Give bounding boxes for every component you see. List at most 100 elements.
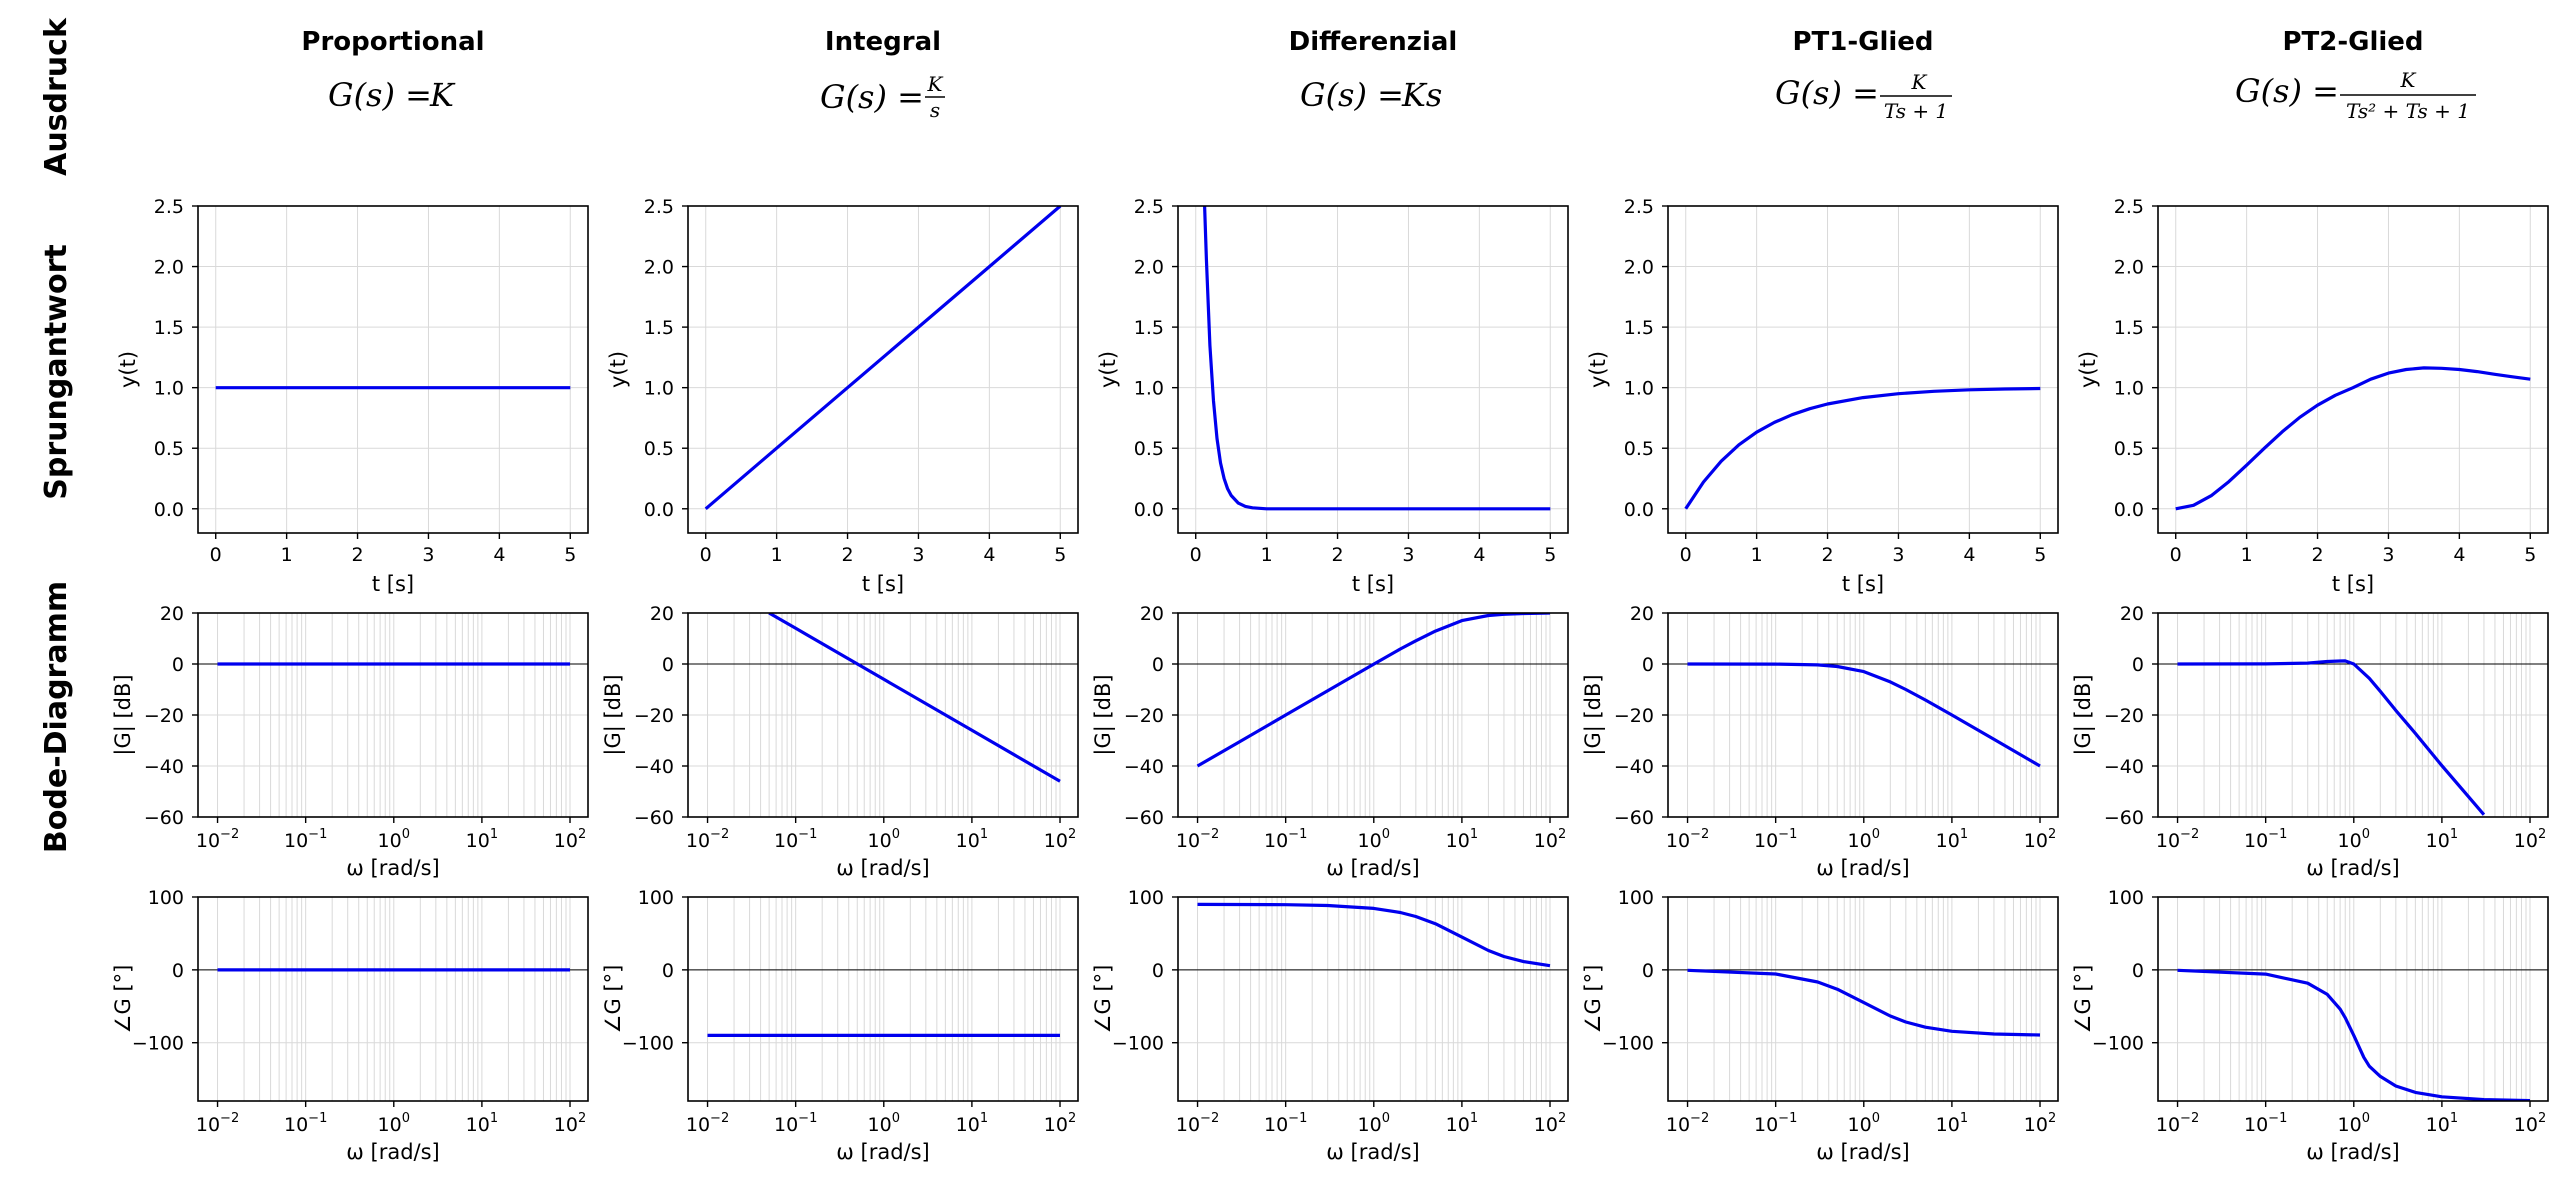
column-title-pt1: PT1-Glied: [1792, 27, 1933, 57]
x-tick-label: 10−1: [774, 1111, 817, 1136]
axes-frame: [1667, 896, 2059, 1102]
axes-frame: [1667, 205, 2059, 534]
y-tick-label: 100: [638, 887, 674, 909]
y-tick-label: 2.5: [1134, 196, 1164, 218]
row-labels: Ausdruck Sprungantwort Bode-Diagramm: [39, 17, 74, 853]
x-tick-label: 102: [1044, 1111, 1076, 1136]
y-tick-label: 0.5: [2114, 438, 2144, 460]
x-axis-label: t [s]: [1842, 572, 1884, 596]
y-tick-label: −20: [634, 705, 674, 727]
x-tick-label: 10−1: [2244, 1111, 2287, 1136]
axes-frame: [2157, 205, 2549, 534]
x-tick-label: 4: [983, 544, 995, 566]
x-tick-label: 10−2: [2156, 1111, 2199, 1136]
series-line: [768, 613, 1061, 783]
column-title-differenzial: Differenzial: [1289, 27, 1458, 57]
panel-step-1: 0 1 2 3 4 5 0.0 0.5 1.0 1.5 2.0 2.5 t [s] y(t): [606, 196, 1079, 596]
panel-bode-mag-1: 10−2 10−1 100 101 102 −60 −40 −20 0 20 ω [rad/s] |G…: [601, 603, 1079, 880]
y-tick-label: 0.0: [1134, 499, 1164, 521]
y-axis-label: |G| [dB]: [601, 674, 626, 755]
y-tick-label: 100: [1128, 887, 1164, 909]
x-tick-label: 102: [2514, 827, 2546, 852]
x-tick-label: 10−2: [1666, 1111, 1709, 1136]
x-tick-label: 3: [912, 544, 924, 566]
x-tick-label: 100: [378, 1111, 410, 1136]
formula-denominator: s: [930, 98, 940, 122]
x-tick-label: 101: [1936, 1111, 1968, 1136]
x-axis-label: ω [rad/s]: [346, 856, 440, 880]
grid: [688, 205, 1078, 533]
panels: 0 1 2 3 4 50.00.51.01.52.02.5t [s]y(t)0 1 2 3 4 50…: [111, 196, 2549, 1164]
formula-pt2: G(s) = K Ts² + Ts + 1: [2235, 68, 2476, 123]
x-tick-label: 100: [1848, 1111, 1880, 1136]
x-axis-label: t [s]: [862, 572, 904, 596]
y-tick-label: 0: [662, 654, 674, 676]
grid: [1668, 896, 2058, 1101]
series-line: [704, 206, 1062, 511]
x-tick-label: 10−2: [686, 1111, 729, 1136]
x-tick-label: 10−1: [1754, 827, 1797, 852]
x-axis-label: t [s]: [372, 572, 414, 596]
y-tick-label: 2.0: [644, 257, 674, 279]
y-tick-label: −100: [622, 1033, 674, 1055]
x-tick-label: 101: [1936, 827, 1968, 852]
panel-step-2: 0 1 2 3 4 5 0.0 0.5 1.0 1.5 2.0 2.5 t [s] y(t): [1096, 196, 1569, 596]
x-tick-label: 2: [1821, 544, 1833, 566]
y-tick-label: 0.5: [1624, 438, 1654, 460]
x-tick-label: 5: [1054, 544, 1066, 566]
y-tick-label: 2.5: [1624, 196, 1654, 218]
y-axis-label: ∠G [°]: [2071, 965, 2095, 1034]
y-axis-label: |G| [dB]: [2071, 674, 2096, 755]
y-axis-label: |G| [dB]: [1091, 674, 1116, 755]
y-tick-label: 1.0: [154, 378, 184, 400]
axes-frame: [2157, 896, 2549, 1102]
y-tick-label: 0.0: [2114, 499, 2144, 521]
y-tick-label: −40: [144, 756, 184, 778]
y-tick-label: 2.5: [154, 196, 184, 218]
x-tick-label: 100: [1358, 827, 1390, 852]
axes-frame: [1177, 896, 1569, 1102]
y-axis-label: y(t): [606, 351, 630, 388]
series-line: [1684, 386, 2041, 510]
x-tick-label: 1: [1751, 544, 1763, 566]
y-tick-label: 0: [172, 654, 184, 676]
y-tick-label: 1.0: [1624, 378, 1654, 400]
x-axis-label: ω [rad/s]: [1326, 1140, 1420, 1164]
y-axis-label: y(t): [2076, 351, 2100, 388]
y-tick-label: 1.0: [2114, 378, 2144, 400]
formula-lhs: G(s) =: [328, 76, 432, 114]
y-tick-label: 0: [2132, 654, 2144, 676]
x-tick-label: 5: [2524, 544, 2536, 566]
y-tick-label: 2.0: [2114, 257, 2144, 279]
series-line: [2175, 366, 2531, 511]
x-tick-label: 4: [2453, 544, 2465, 566]
x-tick-label: 101: [466, 1111, 498, 1136]
x-tick-label: 10−2: [196, 827, 239, 852]
column-titles: Proportional Integral Differenzial PT1-G…: [301, 27, 2423, 57]
x-tick-label: 102: [2514, 1111, 2546, 1136]
grid: [198, 612, 588, 818]
x-tick-label: 5: [564, 544, 576, 566]
y-tick-label: −60: [2104, 807, 2144, 829]
y-tick-label: −40: [634, 756, 674, 778]
x-tick-label: 1: [1261, 544, 1273, 566]
y-axis-label: ∠G [°]: [1581, 965, 1605, 1034]
formula-lhs: G(s) =: [2235, 72, 2339, 110]
formula-numerator: K: [927, 72, 944, 96]
formula-lhs: G(s) =: [820, 78, 924, 116]
series-line: [1196, 613, 1551, 768]
y-tick-label: 0: [1642, 654, 1654, 676]
x-tick-label: 101: [2426, 827, 2458, 852]
x-tick-label: 100: [2338, 1111, 2370, 1136]
y-tick-label: 0.5: [1134, 438, 1164, 460]
y-tick-label: 2.0: [1624, 257, 1654, 279]
x-tick-label: 10−1: [1264, 1111, 1307, 1136]
grid: [688, 896, 1078, 1101]
x-tick-label: 2: [351, 544, 363, 566]
x-tick-label: 101: [2426, 1111, 2458, 1136]
y-tick-label: 1.5: [1624, 317, 1654, 339]
y-tick-label: 100: [148, 887, 184, 909]
formula-lhs: G(s) =: [1300, 76, 1404, 114]
y-tick-label: 0.0: [154, 499, 184, 521]
